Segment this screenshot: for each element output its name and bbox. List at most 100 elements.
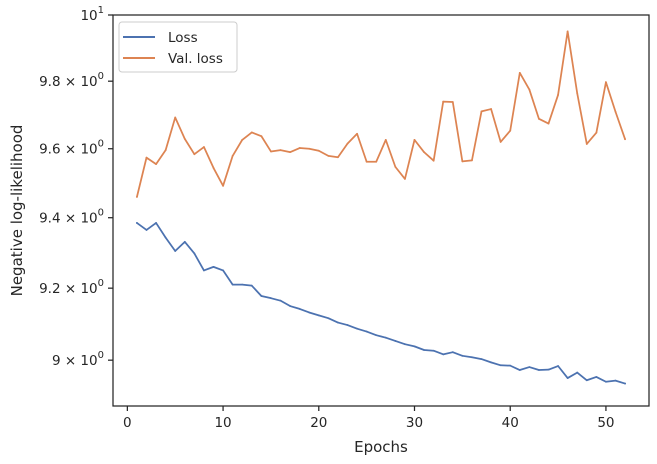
- data-point-val-loss: [451, 101, 454, 103]
- data-point-val-loss: [145, 156, 148, 159]
- data-point-loss: [585, 379, 588, 382]
- data-point-loss: [509, 364, 512, 367]
- plot-frame: [112, 14, 650, 407]
- data-point-val-loss: [394, 165, 397, 168]
- data-point-val-loss: [203, 146, 205, 148]
- data-point-val-loss: [365, 160, 368, 163]
- data-point-val-loss: [471, 159, 473, 162]
- data-point-loss: [490, 361, 492, 364]
- data-point-loss: [164, 236, 167, 239]
- data-point-val-loss: [164, 149, 167, 152]
- data-point-val-loss: [576, 92, 579, 95]
- x-tick-label: 0: [123, 415, 132, 431]
- data-point-loss: [423, 349, 425, 351]
- data-point-loss: [480, 358, 483, 360]
- data-point-loss: [576, 371, 579, 374]
- data-point-loss: [499, 364, 502, 367]
- data-point-val-loss: [298, 147, 301, 149]
- data-point-loss: [547, 368, 550, 371]
- series-line-loss: [136, 222, 626, 385]
- legend-label-loss: Loss: [168, 30, 198, 46]
- y-tick-label: 101: [80, 5, 104, 24]
- y-tick-label: 9 × 100: [52, 350, 104, 369]
- data-point-val-loss: [384, 138, 387, 141]
- data-point-loss: [317, 314, 320, 317]
- data-point-loss: [356, 327, 358, 330]
- data-point-loss: [442, 353, 445, 356]
- data-point-loss: [461, 354, 464, 357]
- data-point-val-loss: [289, 151, 291, 154]
- data-point-val-loss: [605, 81, 607, 84]
- x-tick-label: 20: [310, 415, 327, 431]
- data-point-val-loss: [317, 149, 320, 152]
- data-point-loss: [327, 317, 330, 320]
- data-point-val-loss: [538, 117, 540, 120]
- data-point-val-loss: [222, 184, 224, 187]
- data-point-loss: [298, 307, 301, 310]
- data-point-loss: [384, 336, 387, 339]
- data-point-val-loss: [509, 129, 512, 132]
- data-point-loss: [557, 365, 559, 367]
- legend-box: [118, 21, 238, 73]
- data-point-loss: [471, 356, 473, 359]
- x-axis-label: Epochs: [354, 438, 408, 456]
- data-point-val-loss: [279, 149, 282, 152]
- data-point-loss: [413, 345, 416, 348]
- data-point-val-loss: [231, 155, 234, 157]
- x-axis: 0 10 20 30 40 50: [123, 406, 615, 431]
- data-point-val-loss: [432, 159, 435, 162]
- data-point-val-loss: [327, 155, 330, 157]
- data-point-val-loss: [241, 138, 244, 141]
- data-point-val-loss: [308, 147, 311, 150]
- legend-label-val-loss: Val. loss: [168, 51, 223, 67]
- data-point-loss: [241, 283, 244, 286]
- data-point-loss: [404, 343, 406, 346]
- data-point-loss: [337, 321, 339, 324]
- data-point-val-loss: [212, 167, 215, 169]
- series-layer: [136, 30, 626, 385]
- data-point-val-loss: [490, 108, 492, 110]
- data-point-loss: [174, 250, 177, 252]
- data-point-loss: [250, 284, 253, 287]
- data-point-loss: [528, 366, 531, 368]
- data-point-val-loss: [499, 141, 502, 143]
- x-tick-label: 30: [406, 415, 423, 431]
- data-point-val-loss: [183, 137, 186, 140]
- data-point-val-loss: [356, 132, 358, 135]
- data-point-loss: [212, 265, 215, 268]
- data-point-val-loss: [260, 135, 263, 138]
- data-point-val-loss: [566, 30, 569, 33]
- data-point-loss: [289, 305, 291, 307]
- data-point-loss: [624, 382, 626, 385]
- data-point-val-loss: [423, 151, 425, 154]
- data-point-loss: [279, 299, 282, 302]
- y-tick-label: 9.2 × 100: [39, 278, 104, 297]
- x-tick-label: 10: [214, 415, 231, 431]
- data-point-loss: [605, 380, 607, 383]
- data-point-loss: [518, 369, 521, 371]
- data-point-val-loss: [136, 195, 138, 198]
- data-point-loss: [270, 297, 272, 300]
- data-point-val-loss: [346, 142, 349, 145]
- data-point-val-loss: [614, 110, 617, 113]
- data-point-val-loss: [174, 116, 177, 119]
- data-point-loss: [394, 340, 397, 342]
- data-point-val-loss: [337, 156, 339, 159]
- data-point-loss: [451, 351, 454, 354]
- data-point-val-loss: [585, 143, 588, 145]
- data-point-loss: [145, 229, 148, 231]
- data-point-loss: [432, 349, 435, 352]
- data-point-loss: [260, 295, 263, 297]
- x-tick-label: 50: [597, 415, 614, 431]
- data-point-val-loss: [595, 131, 598, 134]
- data-point-loss: [346, 324, 349, 326]
- data-point-loss: [308, 311, 311, 314]
- data-point-loss: [155, 222, 157, 224]
- data-point-val-loss: [518, 71, 521, 74]
- y-axis-label: Negative log-likelihood: [8, 125, 26, 297]
- y-tick-label: 9.8 × 100: [39, 71, 104, 90]
- y-axis: 9 × 100 9.2 × 100 9.4 × 100 9.6 × 100 9.8 × …: [39, 5, 113, 369]
- data-point-val-loss: [528, 88, 531, 91]
- data-point-val-loss: [375, 160, 378, 163]
- data-point-val-loss: [442, 100, 445, 103]
